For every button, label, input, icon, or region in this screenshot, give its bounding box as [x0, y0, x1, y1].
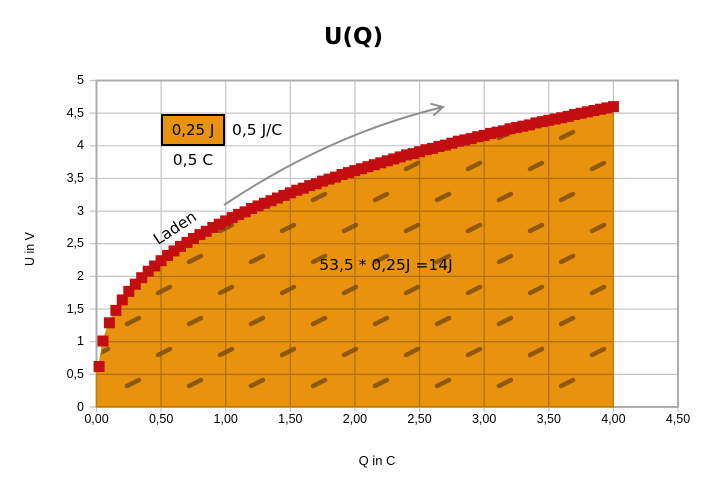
x-tick-label: 3,50: [536, 412, 561, 426]
x-tick-label: 4,00: [601, 412, 626, 426]
x-axis-title: Q in C: [358, 453, 396, 468]
x-tick-label: 4,50: [665, 412, 691, 426]
energy-sum-equation: 53,5 * 0,25J =14J: [319, 256, 453, 274]
y-tick-label: 3,5: [66, 170, 84, 185]
x-tick-label: 0,00: [84, 412, 109, 426]
y-tick-label: 4: [77, 138, 84, 153]
x-tick-label: 1,00: [213, 412, 238, 426]
rate-label: 0,5 J/C: [232, 121, 283, 139]
y-tick-label: 0,5: [66, 366, 84, 381]
energy-unit-box: 0,25 J: [161, 114, 225, 146]
x-tick-label: 1,50: [278, 412, 303, 426]
x-tick-label: 2,00: [342, 412, 368, 426]
y-tick-label: 5: [77, 73, 84, 87]
y-tick-label: 1,5: [66, 301, 84, 316]
y-tick-label: 0: [77, 399, 84, 414]
y-axis-title: U in V: [23, 231, 37, 267]
x-tick-label: 2,50: [407, 412, 432, 426]
charge-label: 0,5 C: [172, 151, 214, 169]
x-tick-label: 3,00: [471, 412, 497, 426]
chart-title: U(Q): [323, 24, 384, 50]
x-tick-label: 0,50: [148, 412, 174, 426]
y-tick-label: 2: [77, 268, 84, 283]
y-tick-label: 2,5: [66, 236, 84, 251]
y-tick-label: 3: [77, 203, 84, 218]
y-tick-label: 4,5: [66, 105, 84, 120]
y-tick-label: 1: [77, 334, 84, 349]
